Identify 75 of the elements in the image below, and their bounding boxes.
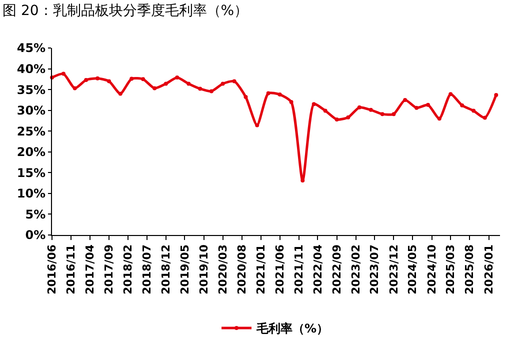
point (392, 112, 396, 116)
x-tick-label: 2018/12 (159, 244, 172, 294)
x-tick-label: 2019/05 (178, 244, 192, 294)
point (232, 79, 236, 84)
x-tick-label: 2025/08 (463, 244, 476, 294)
point (426, 102, 430, 107)
point (244, 95, 248, 100)
point (107, 79, 112, 84)
point (403, 98, 408, 102)
point (472, 108, 476, 113)
x-tick-label: 2023/12 (387, 244, 400, 294)
point (300, 178, 305, 183)
x-tick-label: 2020/03 (216, 244, 230, 294)
x-tick-label: 2018/02 (122, 244, 135, 294)
x-tick-label: 2017/04 (84, 244, 97, 294)
x-tick-label: 2018/07 (140, 244, 154, 294)
y-tick-label: 45% (16, 41, 46, 56)
point (494, 92, 498, 97)
y-tick-label: 20% (16, 145, 46, 160)
point (266, 91, 270, 96)
point (141, 77, 146, 82)
point (209, 89, 214, 94)
point (312, 102, 316, 106)
y-tick-label: 30% (16, 104, 46, 118)
point (118, 92, 122, 96)
point (414, 106, 419, 110)
x-tick-label: 2023/07 (368, 244, 382, 294)
x-tick-label: 2022/04 (311, 244, 324, 294)
point (334, 117, 339, 122)
point (96, 76, 100, 80)
point (482, 116, 487, 120)
y-tick-label: 15% (16, 166, 46, 180)
legend-label: 毛利率（%） (256, 322, 329, 336)
x-tick-label: 2019/10 (197, 244, 210, 294)
y-tick-label: 25% (16, 124, 46, 138)
point (289, 100, 294, 104)
x-tick-label: 2021/11 (292, 244, 306, 294)
point (164, 82, 168, 86)
point (323, 108, 328, 113)
y-tick-label: 5% (25, 207, 46, 222)
point (460, 103, 464, 108)
x-tick-label: 2022/09 (330, 244, 344, 294)
point (278, 92, 282, 97)
point (357, 105, 362, 110)
x-tick-label: 2021/01 (254, 244, 268, 294)
point (220, 82, 225, 86)
point (368, 108, 373, 112)
x-tick-label: 2020/08 (235, 244, 248, 294)
x-tick-label: 2024/05 (406, 244, 420, 294)
point (175, 76, 180, 80)
point (130, 76, 134, 81)
point (437, 116, 442, 121)
chart-title: 图 20：乳制品板块分季度毛利率（%） (2, 3, 248, 20)
point (346, 115, 350, 120)
point (186, 82, 191, 86)
x-tick-label: 2025/03 (444, 244, 458, 294)
point (72, 86, 77, 90)
x-tick-label: 2021/06 (273, 244, 286, 294)
point (255, 123, 260, 128)
x-tick-label: 2016/06 (46, 244, 59, 294)
point (448, 92, 453, 96)
y-tick-label: 40% (16, 62, 46, 76)
y-tick-label: 35% (16, 82, 46, 97)
x-tick-label: 2024/10 (425, 244, 438, 294)
point (152, 86, 157, 90)
x-tick-label: 2026/01 (482, 244, 496, 294)
point (198, 86, 202, 91)
y-tick-label: 10% (16, 186, 46, 201)
x-tick-label: 2016/11 (64, 244, 78, 294)
x-tick-label: 2023/02 (349, 244, 362, 294)
x-tick-label: 2017/09 (102, 244, 116, 294)
point (380, 112, 384, 116)
point (61, 72, 66, 76)
point (84, 78, 88, 82)
y-tick-label: 0% (25, 228, 46, 242)
